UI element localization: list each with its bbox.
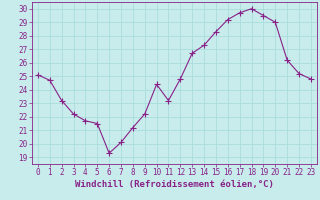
X-axis label: Windchill (Refroidissement éolien,°C): Windchill (Refroidissement éolien,°C) bbox=[75, 180, 274, 189]
